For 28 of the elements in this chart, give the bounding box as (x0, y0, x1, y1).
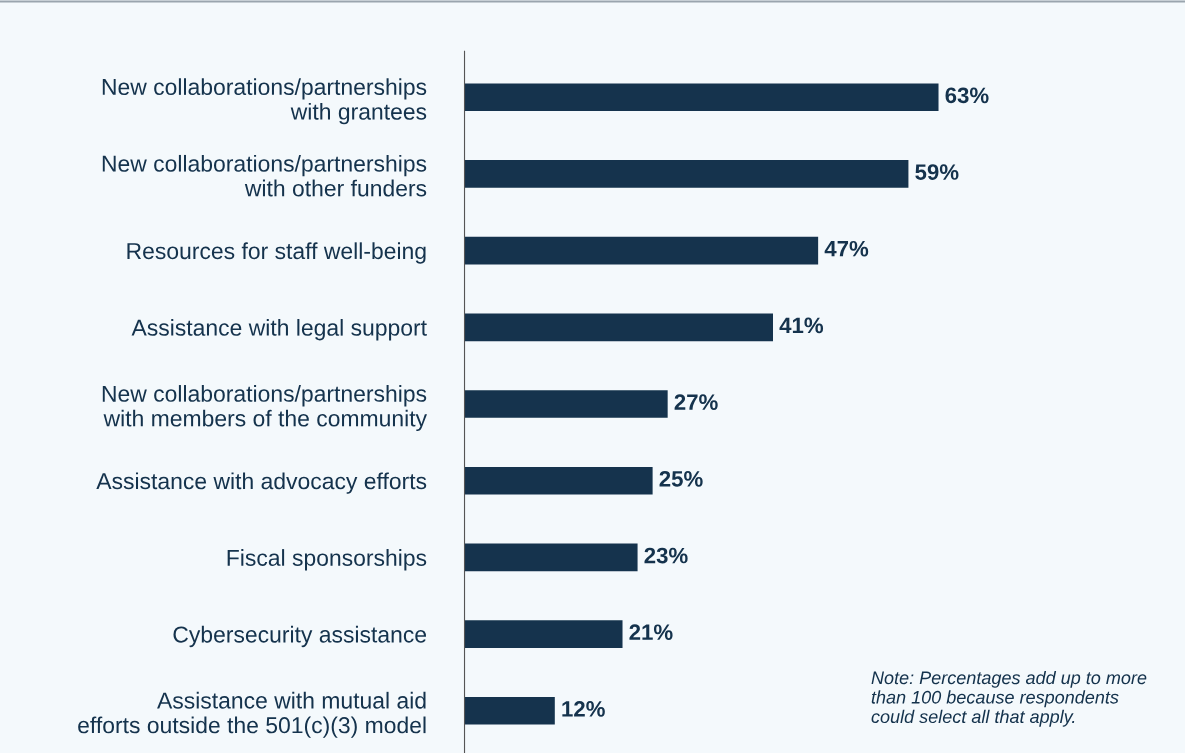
data-label: 27% (674, 394, 718, 410)
bar (464, 620, 623, 648)
y-tick-label: Assistance with legal support (131, 319, 427, 341)
bar (464, 313, 773, 342)
y-tick-label: New collaborations/partnerships with other funders (102, 154, 427, 197)
data-label: 41% (779, 317, 824, 334)
y-tick-label: Fiscal sponsorships (227, 549, 427, 571)
bar (464, 83, 939, 112)
y-tick-label: New collaborations/partnerships with grantees (102, 78, 427, 125)
y-tick-label: New collaborations/partnerships with members of the community (102, 385, 427, 432)
bar (464, 236, 819, 265)
bar (464, 160, 909, 188)
data-label: 12% (562, 701, 605, 717)
data-label: 59% (915, 164, 959, 180)
data-label: 63% (945, 87, 989, 104)
bar (464, 543, 638, 572)
bar (464, 466, 653, 495)
data-label: 25% (659, 470, 703, 487)
data-label: 21% (629, 624, 673, 641)
y-tick-label: Cybersecurity assistance (173, 625, 427, 648)
y-tick-label: Resources for staff well-being (127, 242, 426, 264)
annotation: Note: Percentages add up to more than 100 because respondents could select all that apply. (871, 670, 1147, 727)
data-label: 47% (824, 240, 869, 257)
y-tick-label: Assistance with mutual aid efforts outside the 501(c)(3) model (78, 691, 426, 738)
bar (464, 697, 555, 725)
data-label: 23% (644, 547, 688, 564)
y-tick-label: Assistance with advocacy efforts (96, 472, 427, 494)
bar (464, 390, 668, 418)
